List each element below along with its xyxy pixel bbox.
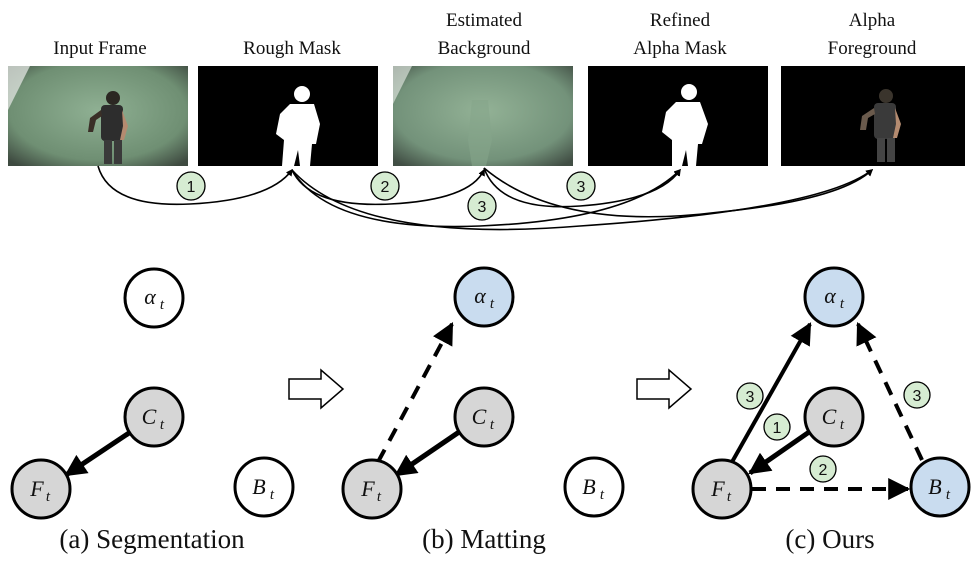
arrow-background-to-foreground	[483, 167, 874, 218]
svg-text:t: t	[840, 417, 845, 433]
step-badge-3a: 3	[566, 171, 596, 201]
label-rough-mask: Rough Mask	[243, 38, 341, 59]
svg-text:t: t	[377, 489, 382, 505]
arrow-background-to-alpha	[483, 167, 681, 208]
svg-text:t: t	[840, 296, 845, 312]
refined-alpha-mask-image	[588, 66, 768, 166]
svg-text:1: 1	[187, 179, 196, 196]
svg-text:3: 3	[577, 179, 586, 196]
svg-text:t: t	[946, 487, 951, 503]
svg-text:F: F	[360, 476, 375, 501]
arrow-rough-to-alpha	[291, 169, 681, 228]
svg-text:2: 2	[381, 179, 390, 196]
caption-segmentation: (a) Segmentation	[59, 524, 245, 554]
svg-text:α: α	[144, 284, 156, 309]
edge-F-to-alpha-matting	[376, 322, 454, 463]
node-alpha-ours: α t	[803, 266, 865, 328]
node-alpha-matting: α t	[453, 266, 515, 328]
label-estimated-background-line1: Estimated	[446, 10, 522, 31]
edge-F-to-alpha-ours	[730, 322, 812, 463]
person-silhouette-icon	[276, 86, 320, 166]
ours-badge-3-right: 3	[903, 381, 931, 409]
node-F-matting: F t	[341, 458, 403, 520]
svg-text:C: C	[142, 404, 157, 429]
svg-text:t: t	[727, 489, 732, 505]
svg-text:3: 3	[478, 199, 487, 216]
svg-text:F: F	[710, 476, 725, 501]
ours-badge-3-left: 3	[736, 382, 764, 410]
input-frame-image	[8, 66, 188, 166]
svg-text:3: 3	[913, 388, 922, 405]
arrow-input-to-rough	[97, 165, 293, 206]
svg-text:F: F	[29, 476, 44, 501]
arrow-rough-to-foreground	[291, 169, 874, 231]
step-badge-1: 1	[176, 171, 206, 201]
svg-text:t: t	[46, 489, 51, 505]
label-refined-alpha-line2: Alpha Mask	[633, 38, 727, 59]
svg-text:C: C	[822, 404, 837, 429]
svg-text:t: t	[160, 297, 165, 313]
hollow-arrow-icon	[288, 368, 345, 410]
svg-text:t: t	[490, 296, 495, 312]
person-silhouette-refined-icon	[662, 84, 708, 166]
person-foreground-icon	[860, 89, 901, 162]
step-badge-2: 2	[370, 171, 400, 201]
caption-ours: (c) Ours	[785, 524, 874, 554]
person-figure-icon	[88, 91, 128, 164]
rough-mask-image	[198, 66, 378, 166]
hollow-arrow-icon	[636, 368, 693, 410]
ours-badge-2: 2	[809, 455, 837, 483]
node-B-ours: B t	[909, 456, 971, 518]
svg-text:B: B	[928, 474, 941, 499]
ours-badge-1: 1	[763, 413, 791, 441]
caption-matting: (b) Matting	[422, 524, 546, 554]
node-B-seg: B t	[233, 456, 295, 518]
edge-C-to-F-matting	[394, 427, 464, 478]
alpha-foreground-image	[781, 66, 965, 166]
svg-text:1: 1	[773, 420, 782, 437]
label-alpha-foreground-line1: Alpha	[849, 10, 896, 31]
svg-text:t: t	[270, 487, 275, 503]
step-badge-3b: 3	[467, 191, 497, 221]
estimated-background-image	[393, 66, 573, 166]
svg-text:3: 3	[746, 389, 755, 406]
svg-text:B: B	[252, 474, 265, 499]
node-F-seg: F t	[10, 458, 72, 520]
node-alpha-seg: α t	[123, 267, 185, 329]
pipeline-arrows	[97, 165, 874, 231]
svg-text:t: t	[600, 487, 605, 503]
node-B-matting: B t	[563, 456, 625, 518]
edge-C-to-F-ours	[748, 427, 814, 476]
edge-B-to-alpha-ours	[856, 322, 924, 461]
node-C-ours: C t	[803, 386, 865, 448]
graph-segmentation: α t C t F t B t (a) Segmentation	[10, 267, 295, 554]
graph-matting: α t C t F t B t (b) Matting	[341, 266, 625, 554]
graph-ours: α t C t F t B t 1 2 3	[691, 266, 971, 554]
label-input-frame: Input Frame	[53, 38, 146, 59]
svg-text:α: α	[474, 283, 486, 308]
node-C-seg: C t	[123, 386, 185, 448]
svg-text:C: C	[472, 404, 487, 429]
svg-text:t: t	[160, 417, 165, 433]
svg-text:2: 2	[819, 462, 828, 479]
svg-text:t: t	[490, 417, 495, 433]
svg-text:B: B	[582, 474, 595, 499]
label-estimated-background-line2: Background	[438, 38, 531, 59]
node-F-ours: F t	[691, 458, 753, 520]
label-refined-alpha-line1: Refined	[650, 10, 711, 31]
svg-text:α: α	[824, 283, 836, 308]
label-alpha-foreground-line2: Foreground	[828, 38, 917, 59]
edge-C-to-F-seg	[64, 428, 134, 478]
node-C-matting: C t	[453, 386, 515, 448]
